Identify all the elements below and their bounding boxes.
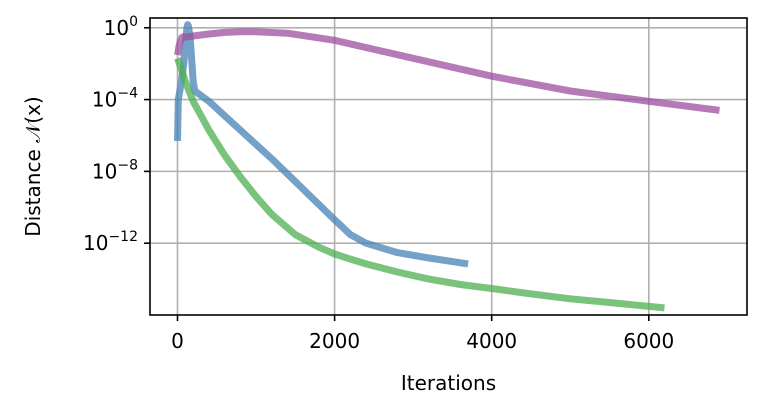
y-tick-exponent: 0	[129, 14, 138, 30]
y-tick-base: 10	[92, 88, 117, 112]
x-tick-label: 6000	[623, 329, 674, 353]
x-axis-label: Iterations	[401, 371, 496, 395]
y-tick-exponent: −12	[108, 229, 138, 245]
x-tick-label: 0	[171, 329, 184, 353]
series-group	[174, 21, 720, 312]
series-line-2	[174, 28, 720, 114]
y-tick-base: 10	[83, 231, 108, 255]
y-tick-label: 10−12	[83, 229, 138, 255]
y-tick-exponent: −4	[117, 86, 138, 102]
y-tick-base: 10	[92, 159, 117, 183]
y-tick-label: 100	[104, 14, 138, 40]
y-tick-label: 10−4	[92, 86, 138, 112]
y-tick-exponent: −8	[117, 157, 138, 173]
plot-frame	[149, 17, 748, 316]
series-line-3	[174, 57, 665, 312]
x-tick-label: 2000	[309, 329, 360, 353]
y-axis-label: Distance 𝒩(x)	[21, 96, 45, 236]
x-tick-label: 4000	[466, 329, 517, 353]
y-tick-base: 10	[104, 16, 129, 40]
grid	[150, 18, 747, 315]
y-tick-label: 10−8	[92, 157, 138, 183]
